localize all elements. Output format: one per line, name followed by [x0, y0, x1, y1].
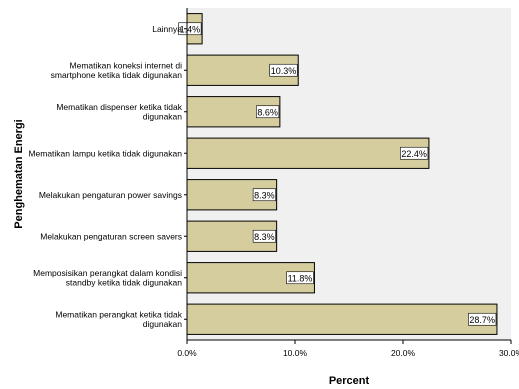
x-tick-label: 30.0% — [499, 348, 519, 358]
data-label-box — [269, 63, 298, 77]
data-label: 8.3% — [254, 232, 275, 242]
category-label-line: digunakan — [143, 112, 183, 122]
category-label-line: Mematikan lampu ketika tidak digunakan — [28, 148, 182, 158]
x-axis-title: Percent — [329, 375, 370, 387]
data-label: 1.4% — [180, 24, 201, 34]
category-label: Lainnya — [152, 24, 182, 34]
category-label: Mematikan koneksi internet di smartphone … — [51, 61, 183, 81]
category-label: Melakukan pengaturan power savings — [39, 190, 182, 200]
data-label-box — [252, 188, 276, 202]
category-label-line: digunakan — [143, 319, 183, 329]
data-label-group: 10.3% — [269, 63, 298, 77]
data-label-box — [468, 312, 497, 326]
data-label-box — [256, 105, 280, 119]
data-label-box — [178, 22, 202, 36]
data-label: 8.6% — [257, 107, 278, 117]
category-labels: Lainnya Mematikan koneksi internet di smar… — [28, 24, 187, 329]
category-label-line: Mematikan koneksi internet di — [70, 61, 183, 71]
category-label-line: smartphone ketika tidak digunakan — [51, 70, 183, 80]
data-label-group: 8.3% — [252, 188, 276, 202]
data-label-group: 22.4% — [400, 146, 429, 160]
category-label-line: Melakukan pengaturan power savings — [39, 190, 182, 200]
data-label-box — [400, 146, 429, 160]
category-label-line: standby ketika tidak digunakan — [66, 278, 183, 288]
data-label: 22.4% — [401, 149, 427, 159]
x-tick-label: 10.0% — [283, 348, 308, 358]
x-axis-ticks: 0.0% 10.0% 20.0% 30.0% — [177, 340, 519, 358]
category-label-line: Lainnya — [152, 24, 182, 34]
y-axis-title: Penghematan Energi — [13, 119, 25, 228]
data-label: 28.7% — [469, 315, 495, 325]
category-label-line: Mematikan perangkat ketika tidak — [55, 310, 182, 320]
data-label-group: 8.3% — [252, 229, 276, 243]
category-label: Melakukan pengaturan screen savers — [40, 231, 182, 241]
data-label-group: 28.7% — [468, 312, 497, 326]
category-label-line: Mematikan dispenser ketika tidak — [56, 102, 182, 112]
data-label-group: 8.6% — [256, 105, 280, 119]
data-label: 8.3% — [254, 190, 275, 200]
x-tick-label: 0.0% — [177, 348, 197, 358]
category-label-line: Memposisikan perangkat dalam kondisi — [33, 268, 182, 278]
category-label: Mematikan perangkat ketika tidak digunaka… — [55, 310, 182, 330]
category-label: Mematikan lampu ketika tidak digunakan — [28, 148, 182, 158]
data-label-group: 1.4% — [178, 22, 202, 36]
data-label: 10.3% — [271, 66, 297, 76]
category-label: Mematikan dispenser ketika tidak digunaka… — [56, 102, 182, 122]
data-label: 11.8% — [288, 273, 313, 283]
bar — [186, 303, 498, 335]
data-label-box — [286, 271, 314, 285]
data-label-box — [252, 229, 276, 243]
data-label-group: 11.8% — [286, 271, 314, 285]
x-tick-label: 20.0% — [391, 348, 416, 358]
category-label: Memposisikan perangkat dalam kondisi stan… — [33, 268, 182, 288]
bar — [186, 137, 430, 169]
category-label-line: Melakukan pengaturan screen savers — [40, 231, 182, 241]
